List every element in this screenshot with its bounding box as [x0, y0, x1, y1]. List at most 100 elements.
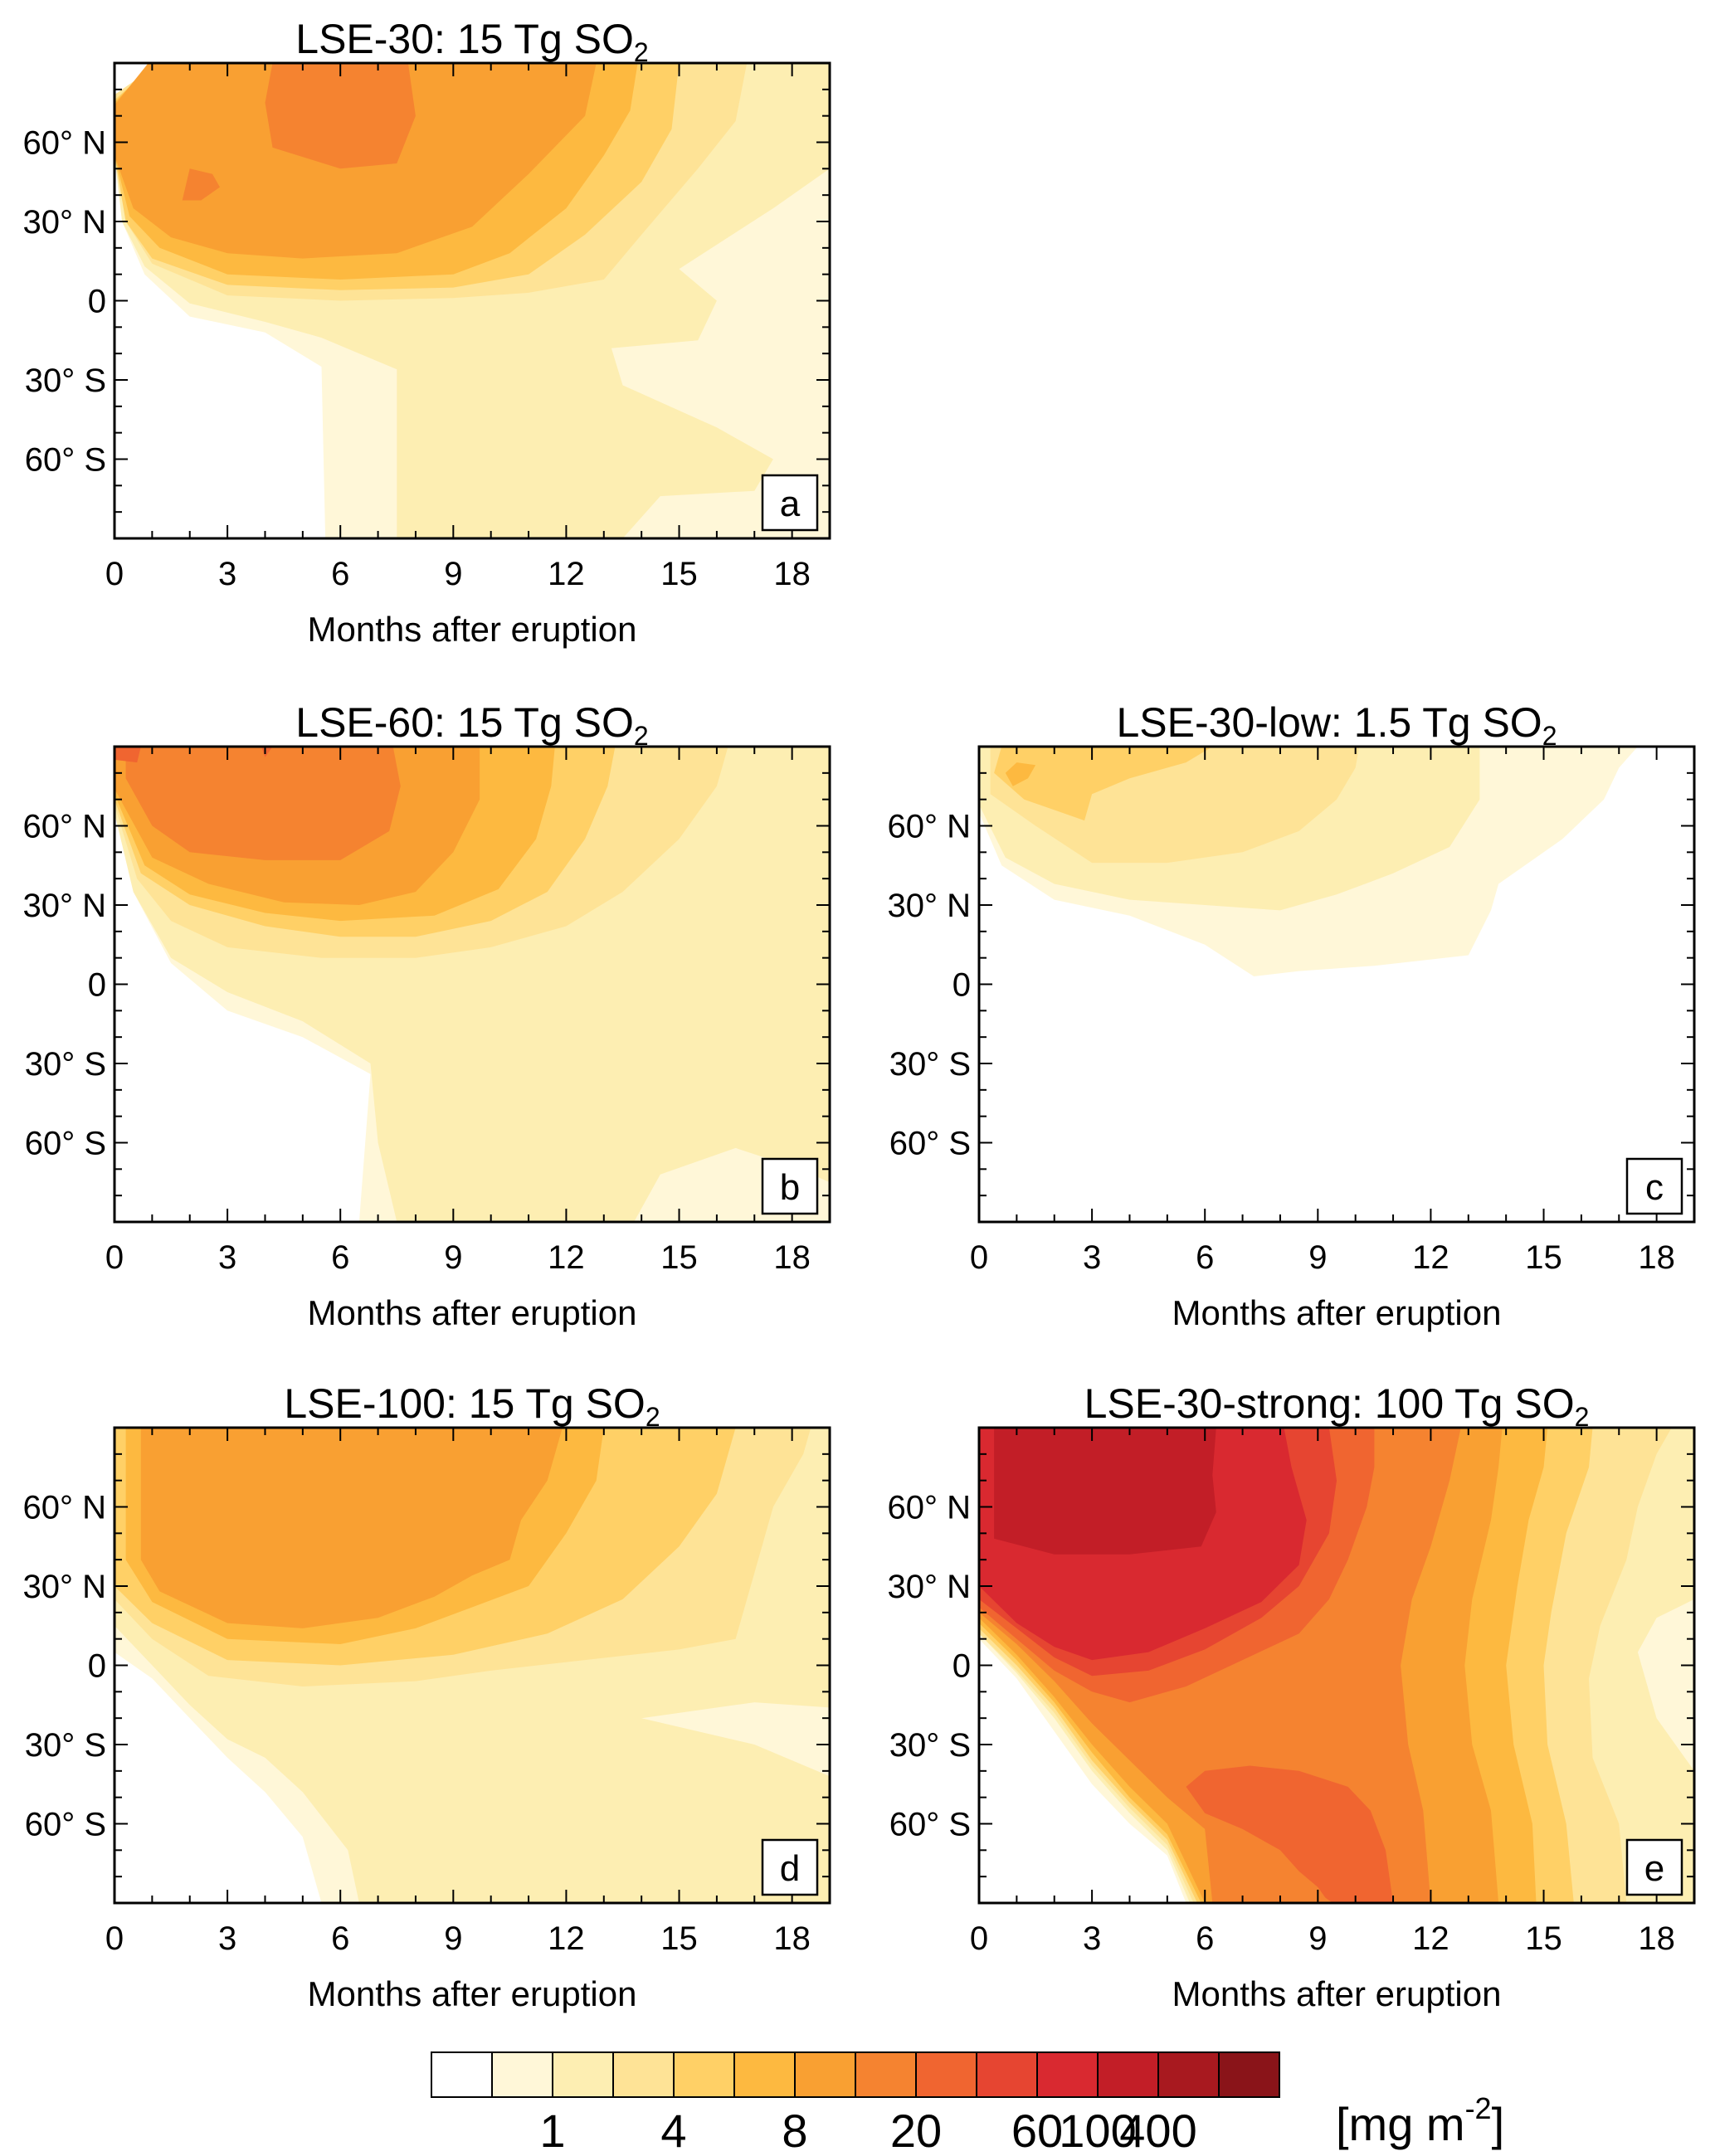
x-tick-label: 0	[105, 1239, 124, 1276]
x-axis-title: Months after eruption	[308, 1974, 637, 2013]
y-tick-label: 60° S	[25, 442, 106, 479]
colorbar-units: [mg m-2]	[1336, 2091, 1504, 2150]
y-tick-label: 60° N	[23, 809, 107, 845]
colorbar-box-13	[1218, 2051, 1280, 2098]
panel-b: 0 3 6 9 12 15 18 60° N 30° N 0 30° S 60° S Months af…	[23, 699, 831, 1332]
panel-a: 0 3 6 9 12 15 18 60° N 30° N 0 30° S 60° S Months af…	[23, 16, 831, 649]
panel-title-subscript: 2	[634, 721, 649, 751]
panel-e: 0 3 6 9 12 15 18 60° N 30° N 0 30° S 60° S Months af…	[888, 1380, 1696, 2013]
panel-title-subscript: 2	[1575, 1402, 1590, 1432]
x-tick-label: 3	[218, 1920, 236, 1957]
y-tick-label: 0	[88, 967, 106, 1004]
x-tick-label: 0	[970, 1239, 988, 1276]
x-tick-label: 12	[548, 556, 585, 592]
y-tick-label: 30° S	[25, 1046, 106, 1083]
panel-title-subscript: 2	[646, 1402, 660, 1432]
contour-fills	[114, 747, 830, 1222]
colorbar-tick-label: 8	[782, 2105, 807, 2156]
y-tick-label: 30° S	[25, 1727, 106, 1764]
x-ticks	[114, 1428, 831, 1903]
y-tick-label: 30° N	[888, 1569, 972, 1605]
colorbar-box-3	[612, 2051, 675, 2098]
panel-title-subscript: 2	[634, 37, 649, 67]
colorbar-box-10	[1036, 2051, 1099, 2098]
panel-label-box	[761, 1157, 819, 1215]
x-tick-label: 6	[1196, 1239, 1214, 1276]
panels-layer: 0 3 6 9 12 15 18 60° N 30° N 0 30° S 60° S Months af…	[23, 16, 1696, 2013]
x-tick-label: 9	[444, 556, 462, 592]
panel-label-box	[1625, 1157, 1683, 1215]
panel-label-box	[761, 474, 819, 532]
panel-title: LSE-60: 15 Tg SO2	[295, 699, 648, 751]
panel-title-subscript: 2	[1542, 721, 1557, 751]
colorbar-tick-label: 400	[1119, 2105, 1196, 2156]
colorbar-tick-label: 100	[1059, 2105, 1136, 2156]
y-tick-label: 0	[953, 1648, 971, 1685]
colorbar-box-12	[1157, 2051, 1220, 2098]
x-tick-label: 0	[105, 1920, 124, 1957]
x-tick-label: 18	[1638, 1920, 1675, 1957]
colorbar-box-9	[976, 2051, 1038, 2098]
y-tick-label: 0	[88, 1648, 106, 1685]
y-tick-label: 30° N	[23, 888, 107, 924]
x-tick-label: 3	[1083, 1920, 1101, 1957]
y-tick-label: 60° N	[23, 125, 107, 162]
panel-label: b	[780, 1167, 800, 1208]
panel-label-box	[761, 1838, 819, 1896]
y-tick-label: 30° S	[889, 1046, 971, 1083]
colorbar-box-4	[673, 2051, 735, 2098]
y-tick-label: 30° S	[889, 1727, 971, 1764]
x-ticks	[978, 1428, 1695, 1903]
contour-fills	[114, 1428, 830, 1903]
x-ticks	[114, 63, 831, 538]
y-tick-label: 60° S	[25, 1807, 106, 1843]
y-tick-label: 60° S	[889, 1126, 971, 1162]
contour-level-4	[994, 747, 1213, 821]
colorbar-box-11	[1097, 2051, 1159, 2098]
x-tick-label: 9	[444, 1920, 462, 1957]
panel-title: LSE-30-low: 1.5 Tg SO2	[1116, 699, 1557, 751]
x-tick-label: 15	[1525, 1239, 1562, 1276]
y-tick-label: 60° S	[25, 1126, 106, 1162]
x-tick-label: 6	[331, 1239, 349, 1276]
x-tick-label: 0	[970, 1920, 988, 1957]
panel-title: LSE-100: 15 Tg SO2	[284, 1380, 660, 1432]
colorbar-box-7	[855, 2051, 917, 2098]
x-tick-label: 0	[105, 556, 124, 592]
panel-title-main: LSE-100: 15 Tg SO	[284, 1380, 645, 1427]
panel-c: 0 3 6 9 12 15 18 60° N 30° N 0 30° S 60° S Months af…	[888, 699, 1696, 1332]
x-axis-title: Months after eruption	[1172, 1293, 1502, 1332]
x-tick-label: 15	[660, 1239, 698, 1276]
contour-level-7	[182, 168, 220, 201]
panel-title-main: LSE-60: 15 Tg SO	[295, 699, 634, 746]
x-tick-label: 3	[218, 1239, 236, 1276]
y-tick-label: 30° N	[23, 1569, 107, 1605]
colorbar-tick-label: 4	[660, 2105, 686, 2156]
panel-title: LSE-30-strong: 100 Tg SO2	[1084, 1380, 1590, 1432]
y-ticks	[979, 771, 1694, 1197]
x-tick-label: 6	[331, 1920, 349, 1957]
contour-level-8	[261, 747, 273, 757]
x-tick-label: 9	[1308, 1920, 1327, 1957]
x-tick-label: 9	[444, 1239, 462, 1276]
x-tick-label: 18	[773, 556, 811, 592]
x-tick-label: 3	[218, 556, 236, 592]
y-tick-label: 60° N	[888, 1490, 972, 1526]
contour-level-7	[265, 63, 416, 169]
y-tick-label: 60° N	[23, 1490, 107, 1526]
panel-label-box	[1625, 1838, 1683, 1896]
x-tick-label: 3	[1083, 1239, 1101, 1276]
x-tick-label: 9	[1308, 1239, 1327, 1276]
x-axis-title: Months after eruption	[308, 1293, 637, 1332]
y-tick-label: 30° S	[25, 363, 106, 399]
colorbar-units-suffix: ]	[1492, 2098, 1505, 2150]
y-ticks	[114, 1453, 830, 1878]
colorbar-units-prefix: [mg m	[1336, 2098, 1465, 2150]
colorbar-box-8	[915, 2051, 977, 2098]
x-axis-title: Months after eruption	[308, 610, 637, 649]
panel-label: c	[1645, 1167, 1664, 1208]
x-tick-label: 12	[1412, 1239, 1449, 1276]
x-tick-label: 18	[773, 1239, 811, 1276]
